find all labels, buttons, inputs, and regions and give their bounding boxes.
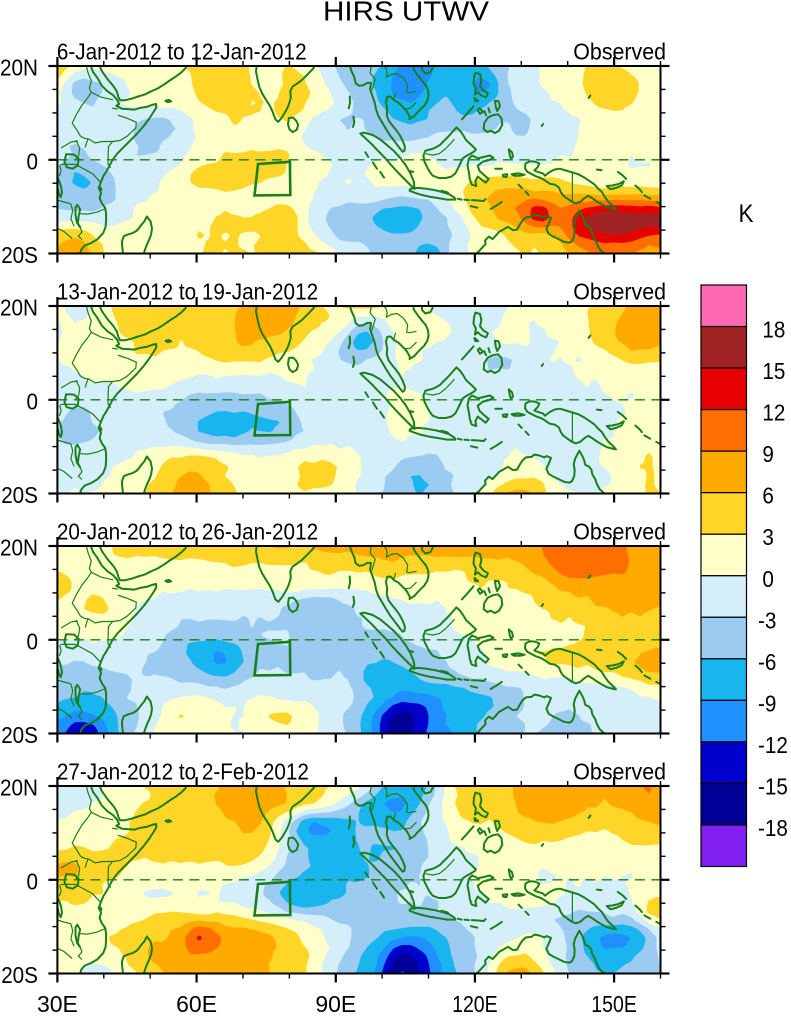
- svg-text:-3: -3: [758, 607, 776, 633]
- svg-text:27-Jan-2012 to 2-Feb-2012: 27-Jan-2012 to 2-Feb-2012: [57, 759, 309, 785]
- svg-text:6: 6: [762, 483, 774, 509]
- svg-text:K: K: [739, 200, 754, 228]
- svg-text:20S: 20S: [1, 962, 38, 988]
- svg-text:120E: 120E: [452, 991, 498, 1013]
- svg-text:20N: 20N: [0, 535, 38, 561]
- svg-text:18: 18: [762, 317, 785, 343]
- svg-text:20N: 20N: [0, 775, 38, 801]
- svg-text:-15: -15: [758, 773, 788, 799]
- svg-text:6-Jan-2012 to 12-Jan-2012: 6-Jan-2012 to 12-Jan-2012: [57, 39, 307, 65]
- svg-text:20-Jan-2012 to 26-Jan-2012: 20-Jan-2012 to 26-Jan-2012: [57, 519, 318, 545]
- svg-text:0: 0: [762, 566, 774, 592]
- svg-text:30E: 30E: [37, 991, 78, 1013]
- svg-text:-6: -6: [758, 649, 776, 675]
- svg-text:9: 9: [762, 441, 774, 467]
- svg-text:0: 0: [27, 869, 39, 895]
- svg-text:0: 0: [27, 629, 39, 655]
- svg-text:12: 12: [762, 400, 785, 426]
- svg-text:20S: 20S: [1, 722, 38, 748]
- svg-text:Observed: Observed: [573, 759, 666, 785]
- svg-text:0: 0: [27, 148, 39, 174]
- svg-text:20S: 20S: [1, 242, 38, 268]
- svg-text:-12: -12: [758, 732, 788, 758]
- svg-text:20S: 20S: [1, 482, 38, 508]
- svg-text:20N: 20N: [0, 295, 38, 321]
- svg-text:Observed: Observed: [573, 39, 666, 65]
- svg-text:HIRS UTWV: HIRS UTWV: [323, 0, 489, 27]
- svg-text:20N: 20N: [0, 55, 38, 81]
- svg-text:Observed: Observed: [573, 519, 666, 545]
- svg-text:0: 0: [27, 388, 39, 414]
- svg-text:Observed: Observed: [573, 279, 666, 305]
- svg-text:3: 3: [762, 524, 774, 550]
- svg-text:150E: 150E: [591, 991, 637, 1013]
- svg-text:15: 15: [762, 358, 785, 384]
- svg-text:-9: -9: [758, 690, 776, 716]
- svg-text:60E: 60E: [176, 991, 217, 1013]
- svg-text:90E: 90E: [315, 991, 356, 1013]
- svg-text:-18: -18: [758, 815, 788, 841]
- svg-text:13-Jan-2012 to 19-Jan-2012: 13-Jan-2012 to 19-Jan-2012: [57, 279, 318, 305]
